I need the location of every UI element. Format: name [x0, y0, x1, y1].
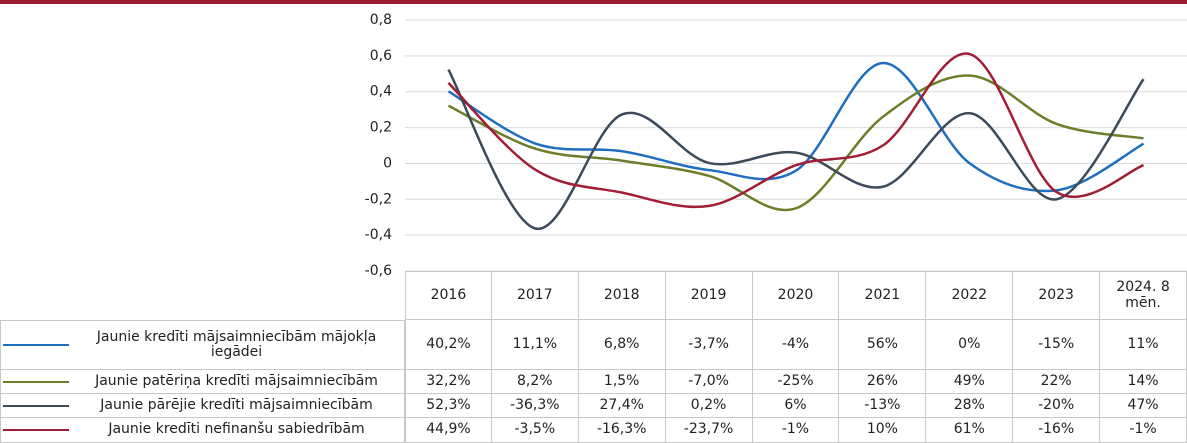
table-value: 56% — [839, 320, 927, 370]
table-value: -13% — [839, 394, 927, 418]
table-header: 2020 — [752, 271, 840, 320]
y-tick-label: 0,2 — [370, 120, 392, 136]
table-value: 10% — [839, 418, 927, 443]
table-value: -23,7% — [665, 418, 753, 443]
y-tick-label: -0,6 — [365, 263, 392, 279]
y-tick-label: 0,4 — [370, 84, 392, 100]
table-header: 2018 — [578, 271, 666, 320]
y-tick-label: 0,8 — [370, 12, 392, 28]
table-header: 2021 — [839, 271, 927, 320]
table-header: 2024. 8 mēn. — [1100, 271, 1187, 320]
table-value: 52,3% — [405, 394, 492, 418]
table-value: 8,2% — [491, 370, 579, 394]
table-value: 47% — [1100, 394, 1187, 418]
top-rule — [0, 0, 1187, 4]
legend-label: Jaunie patēriņa kredīti mājsaimniecībām — [95, 372, 378, 389]
table-value: -25% — [752, 370, 840, 394]
series-line — [447, 69, 1145, 230]
table-value: 1,5% — [578, 370, 666, 394]
table-value: 44,9% — [405, 418, 492, 443]
table-value: 28% — [926, 394, 1014, 418]
table-value: -1% — [1100, 418, 1187, 443]
y-tick-label: 0 — [383, 155, 392, 171]
series-line — [447, 74, 1144, 212]
legend-label: Jaunie kredīti mājsaimniecībām mājokļa i… — [96, 328, 377, 360]
table-value: -4% — [752, 320, 840, 370]
legend-entry: Jaunie kredīti nefinanšu sabiedrībām — [0, 418, 405, 443]
table-value: 22% — [1013, 370, 1101, 394]
legend-swatch — [3, 404, 69, 407]
table-value: 0% — [926, 320, 1014, 370]
table-value: 32,2% — [405, 370, 492, 394]
legend-label: Jaunie kredīti nefinanšu sabiedrībām — [108, 421, 365, 438]
series-line — [447, 61, 1145, 193]
y-tick-label: 0,6 — [370, 48, 392, 64]
table-value: 0,2% — [665, 394, 753, 418]
table-value: -36,3% — [491, 394, 579, 418]
table-value: 40,2% — [405, 320, 492, 370]
table-value: -20% — [1013, 394, 1101, 418]
table-value: 27,4% — [578, 394, 666, 418]
table-value: 11,1% — [491, 320, 579, 370]
legend-label: Jaunie pārējie kredīti mājsaimniecībām — [100, 396, 373, 413]
legend-swatch — [3, 344, 69, 346]
y-tick-label: -0,2 — [365, 191, 392, 207]
table-value: 11% — [1100, 320, 1187, 370]
table-header: 2019 — [665, 271, 753, 320]
table-header: 2016 — [405, 271, 492, 320]
y-tick-label: -0,4 — [365, 227, 392, 243]
table-header: 2023 — [1013, 271, 1101, 320]
table-value: -1% — [752, 418, 840, 443]
legend-entry: Jaunie pārējie kredīti mājsaimniecībām — [0, 394, 405, 418]
series-line — [447, 52, 1145, 209]
legend-entry: Jaunie patēriņa kredīti mājsaimniecībām — [0, 370, 405, 394]
table-header: 2022 — [926, 271, 1014, 320]
table-value: 49% — [926, 370, 1014, 394]
table-value: -15% — [1013, 320, 1101, 370]
legend-swatch — [3, 429, 69, 431]
legend-swatch — [3, 380, 69, 383]
table-value: -16% — [1013, 418, 1101, 443]
table-value: -16,3% — [578, 418, 666, 443]
table-value: 6% — [752, 394, 840, 418]
table-value: -3,5% — [491, 418, 579, 443]
table-value: -3,7% — [665, 320, 753, 370]
table-value: 26% — [839, 370, 927, 394]
table-header: 2017 — [491, 271, 579, 320]
legend-entry: Jaunie kredīti mājsaimniecībām mājokļa i… — [0, 320, 405, 370]
table-value: 14% — [1100, 370, 1187, 394]
table-value: 6,8% — [578, 320, 666, 370]
table-value: -7,0% — [665, 370, 753, 394]
table-value: 61% — [926, 418, 1014, 443]
